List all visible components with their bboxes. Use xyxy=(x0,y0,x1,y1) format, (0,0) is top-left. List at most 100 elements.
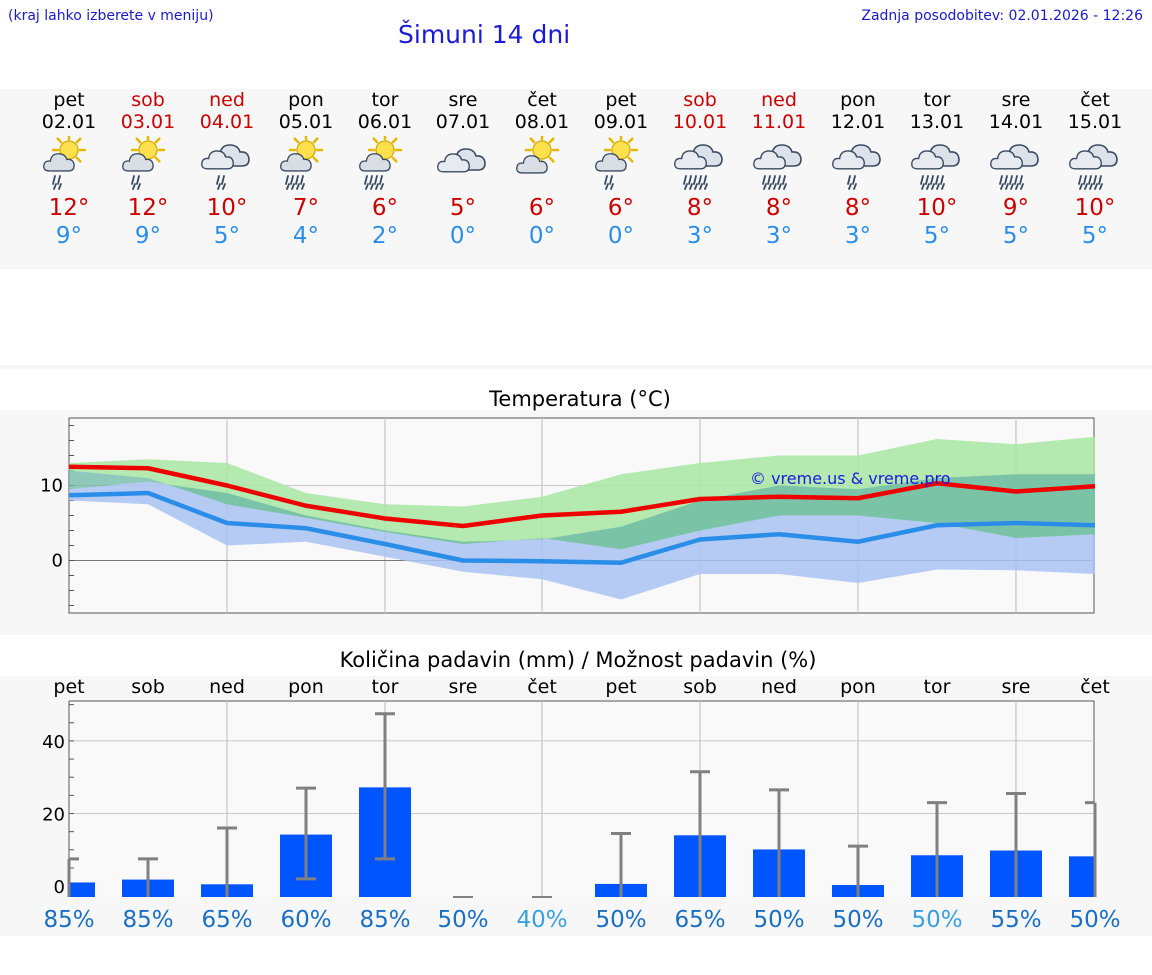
day-forecast: pon 12.01 8° 3° xyxy=(818,89,898,250)
max-temp: 8° xyxy=(844,195,872,221)
day-forecast: ned 04.01 10° 5° xyxy=(187,89,267,250)
day-date: 06.01 xyxy=(357,111,413,133)
min-temp: 3° xyxy=(765,223,793,249)
day-name: pon xyxy=(288,89,324,111)
min-temp: 5° xyxy=(1081,223,1109,249)
sun-cloud-icon xyxy=(516,136,560,174)
weather-icon-cell xyxy=(818,135,898,193)
sun-cloud-heavy-rain-icon xyxy=(280,136,324,190)
day-forecast: pet 02.01 12° 9° xyxy=(29,89,109,250)
cloud-heavy-rain-icon xyxy=(674,144,723,190)
cloud-icon xyxy=(437,148,486,173)
day-name: pon xyxy=(840,89,876,111)
max-temp: 6° xyxy=(371,195,399,221)
day-date: 05.01 xyxy=(278,111,334,133)
day-name: pet xyxy=(53,89,85,111)
weather-icon-cell xyxy=(976,135,1056,193)
day-forecast: čet 15.01 10° 5° xyxy=(1055,89,1135,250)
min-temp: 5° xyxy=(213,223,241,249)
cloud-heavy-rain-icon xyxy=(911,144,960,190)
weather-icon-cell xyxy=(502,135,582,193)
day-name: ned xyxy=(209,89,245,111)
weather-icon-cell xyxy=(660,135,740,193)
weather-icon-cell xyxy=(187,135,267,193)
max-temp: 12° xyxy=(127,195,169,221)
day-date: 02.01 xyxy=(41,111,97,133)
day-forecast: sob 10.01 8° 3° xyxy=(660,89,740,250)
temperature-chart-title: Temperatura (°C) xyxy=(489,387,671,411)
day-date: 13.01 xyxy=(909,111,965,133)
cloud-heavy-rain-icon xyxy=(990,144,1039,190)
day-forecast: tor 06.01 6° 2° xyxy=(345,89,425,250)
day-date: 03.01 xyxy=(120,111,176,133)
day-forecast: čet 08.01 6° 0° xyxy=(502,89,582,250)
day-forecast: ned 11.01 8° 3° xyxy=(739,89,819,250)
max-temp: 9° xyxy=(1002,195,1030,221)
day-date: 04.01 xyxy=(199,111,255,133)
max-temp: 6° xyxy=(607,195,635,221)
max-temp: 12° xyxy=(48,195,90,221)
max-temp: 8° xyxy=(686,195,714,221)
day-date: 12.01 xyxy=(830,111,886,133)
day-forecast: pet 09.01 6° 0° xyxy=(581,89,661,250)
weather-icon-cell xyxy=(581,135,661,193)
weather-icon-cell xyxy=(1055,135,1135,193)
day-name: pet xyxy=(605,89,637,111)
day-name: čet xyxy=(1080,89,1110,111)
precipitation-panel xyxy=(0,676,1152,936)
temperature-panel xyxy=(0,410,1152,635)
day-name: sre xyxy=(448,89,478,111)
day-name: ned xyxy=(761,89,797,111)
max-temp: 10° xyxy=(916,195,958,221)
day-date: 11.01 xyxy=(751,111,807,133)
weather-icon-cell xyxy=(739,135,819,193)
day-name: čet xyxy=(527,89,557,111)
cloud-rain-icon xyxy=(832,144,881,190)
weather-icon-cell xyxy=(29,135,109,193)
cloud-heavy-rain-icon xyxy=(1069,144,1118,190)
max-temp: 5° xyxy=(449,195,477,221)
day-name: tor xyxy=(371,89,399,111)
last-update: Zadnja posodobitev: 02.01.2026 - 12:26 xyxy=(861,8,1143,24)
weather-icon-cell xyxy=(108,135,188,193)
day-date: 08.01 xyxy=(514,111,570,133)
min-temp: 5° xyxy=(1002,223,1030,249)
max-temp: 10° xyxy=(206,195,248,221)
min-temp: 2° xyxy=(371,223,399,249)
min-temp: 9° xyxy=(55,223,83,249)
min-temp: 4° xyxy=(292,223,320,249)
max-temp: 8° xyxy=(765,195,793,221)
sun-cloud-rain-icon xyxy=(43,136,87,190)
day-date: 09.01 xyxy=(593,111,649,133)
page-title: Šimuni 14 dni xyxy=(398,20,571,49)
min-temp: 9° xyxy=(134,223,162,249)
divider xyxy=(0,365,1152,369)
day-forecast: pon 05.01 7° 4° xyxy=(266,89,346,250)
precipitation-chart-title: Količina padavin (mm) / Možnost padavin … xyxy=(339,648,817,672)
day-forecast: sob 03.01 12° 9° xyxy=(108,89,188,250)
min-temp: 3° xyxy=(844,223,872,249)
min-temp: 5° xyxy=(923,223,951,249)
max-temp: 10° xyxy=(1074,195,1116,221)
min-temp: 0° xyxy=(528,223,556,249)
day-name: sob xyxy=(683,89,717,111)
weather-icon-cell xyxy=(345,135,425,193)
min-temp: 0° xyxy=(607,223,635,249)
day-date: 14.01 xyxy=(988,111,1044,133)
weather-icon-cell xyxy=(423,135,503,193)
day-forecast: tor 13.01 10° 5° xyxy=(897,89,977,250)
weather-icon-cell xyxy=(266,135,346,193)
cloud-heavy-rain-icon xyxy=(753,144,802,190)
max-temp: 7° xyxy=(292,195,320,221)
day-date: 15.01 xyxy=(1067,111,1123,133)
day-date: 10.01 xyxy=(672,111,728,133)
sun-cloud-heavy-rain-icon xyxy=(359,136,403,190)
day-name: sre xyxy=(1001,89,1031,111)
cloud-rain-icon xyxy=(201,144,250,190)
weather-icon-cell xyxy=(897,135,977,193)
day-name: sob xyxy=(131,89,165,111)
day-date: 07.01 xyxy=(435,111,491,133)
day-forecast: sre 07.01 5° 0° xyxy=(423,89,503,250)
day-name: tor xyxy=(923,89,951,111)
min-temp: 0° xyxy=(449,223,477,249)
